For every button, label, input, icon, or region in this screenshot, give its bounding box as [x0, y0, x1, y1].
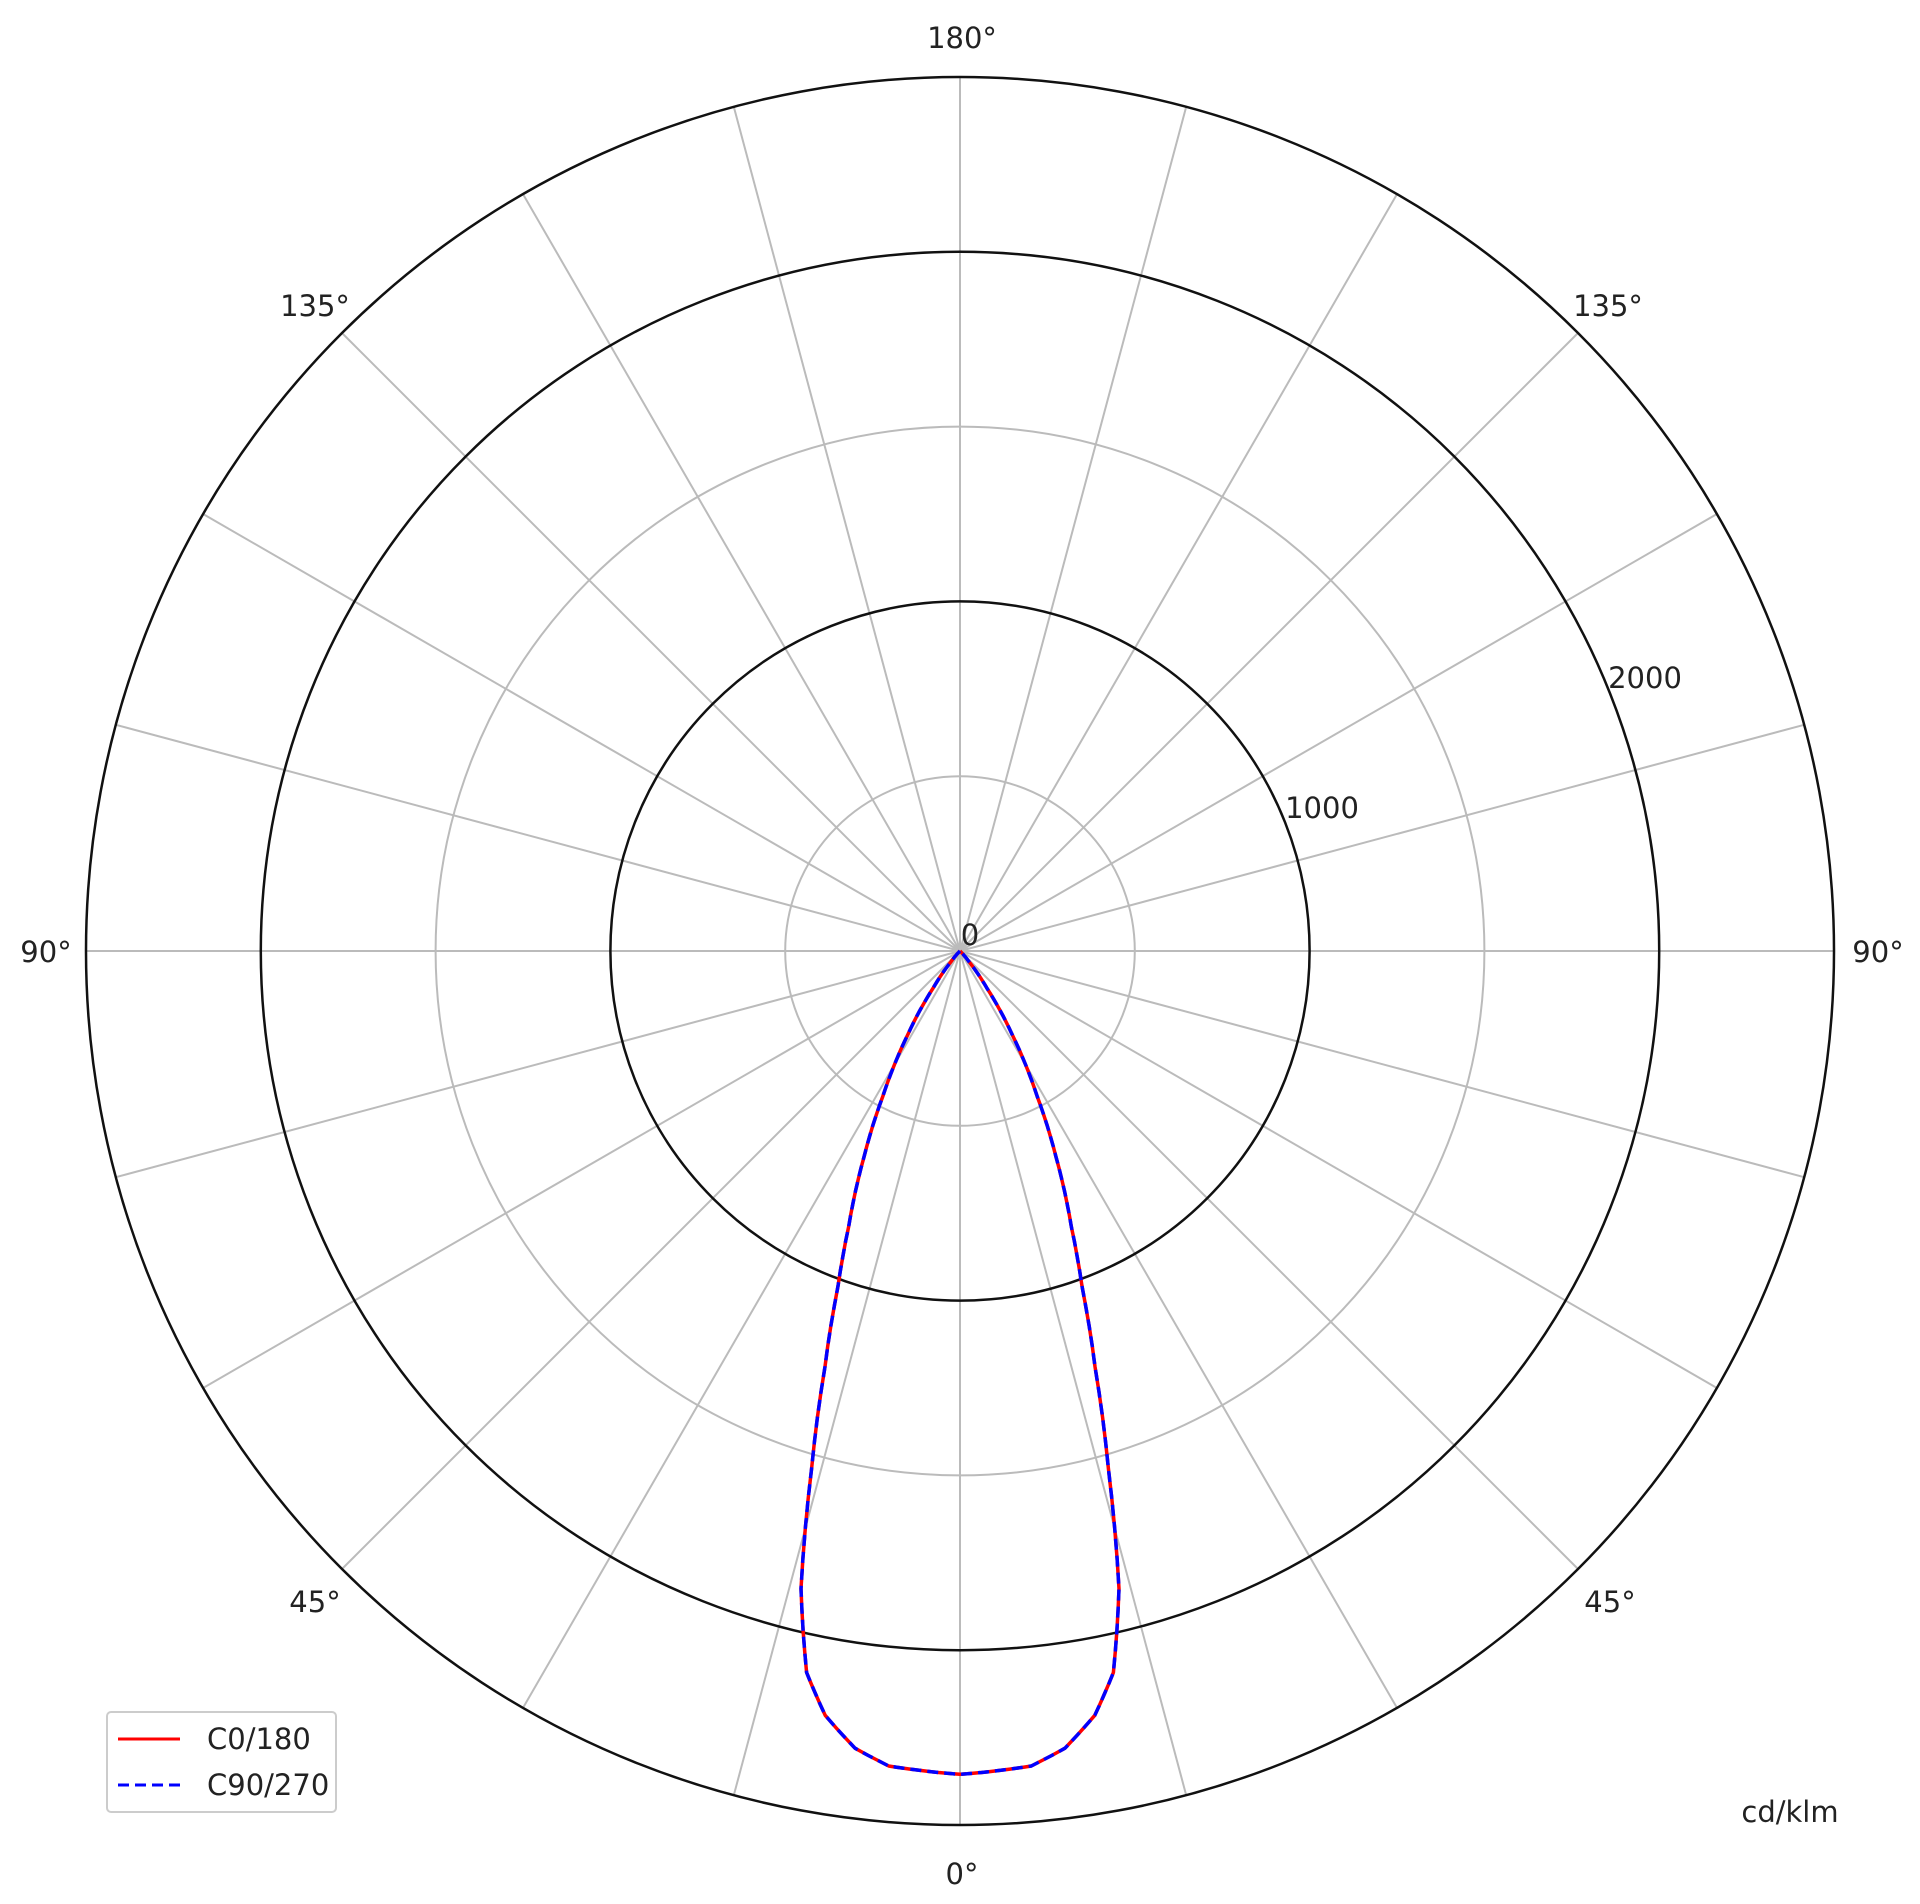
- ring-1000: [609, 600, 1311, 1302]
- unit-label: cd/klm: [1741, 1795, 1838, 1829]
- angle-label-45-left: 45°: [289, 1585, 340, 1619]
- grid: [84, 75, 1836, 1827]
- spoke-135: [959, 332, 1579, 952]
- spoke-105: [959, 723, 1805, 952]
- spoke-330: [522, 950, 961, 1709]
- ring-1500: [434, 425, 1486, 1477]
- legend-label-c0-180: C0/180: [207, 1722, 311, 1756]
- curves: [799, 949, 1121, 1777]
- radial-label-1000: 1000: [1285, 791, 1359, 825]
- spoke-195: [732, 106, 961, 952]
- spoke-150: [959, 193, 1398, 952]
- angle-label-135-left: 135°: [280, 289, 350, 323]
- spoke-225: [341, 332, 961, 952]
- radial-label-2000: 2000: [1608, 661, 1682, 695]
- spoke-30: [959, 950, 1398, 1709]
- spoke-120: [959, 513, 1718, 952]
- spoke-210: [522, 193, 961, 952]
- spoke-285: [115, 950, 961, 1179]
- ring-2500: [84, 75, 1836, 1827]
- angle-label-180: 180°: [927, 21, 997, 55]
- radial-label-0: 0: [961, 918, 979, 952]
- series-c90-270: [799, 949, 1121, 1777]
- legend-box: [106, 1711, 337, 1813]
- spoke-15: [959, 950, 1188, 1796]
- legend: C0/180 C90/270: [106, 1711, 337, 1813]
- angle-label-0: 0°: [946, 1857, 979, 1891]
- spoke-240: [202, 513, 961, 952]
- ring-2000: [259, 250, 1661, 1652]
- spoke-315: [341, 950, 961, 1570]
- spoke-165: [959, 106, 1188, 952]
- angle-label-135-right: 135°: [1573, 289, 1643, 323]
- spoke-255: [115, 723, 961, 952]
- angle-label-90-right: 90°: [1852, 935, 1903, 969]
- spoke-345: [732, 950, 961, 1796]
- spoke-75: [959, 950, 1805, 1179]
- spoke-45: [959, 950, 1579, 1570]
- ring-500: [784, 775, 1136, 1127]
- angle-label-90-left: 90°: [20, 935, 71, 969]
- spoke-300: [202, 950, 961, 1389]
- angle-label-45-right: 45°: [1584, 1585, 1635, 1619]
- spoke-60: [959, 950, 1718, 1389]
- legend-label-c90-270: C90/270: [207, 1768, 329, 1802]
